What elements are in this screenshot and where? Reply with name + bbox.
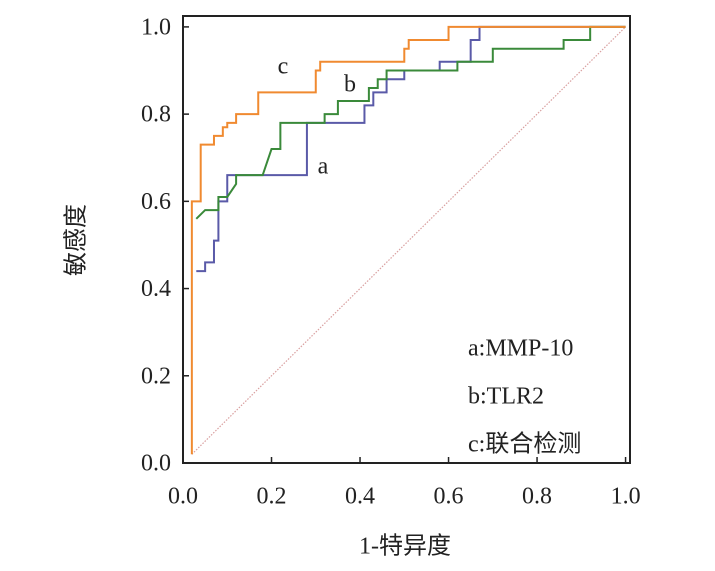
curve-label: c: [278, 54, 289, 80]
x-tick-label: 0.6: [434, 484, 464, 510]
x-tick-label: 0.2: [257, 484, 287, 510]
y-tick-label: 1.0: [141, 14, 171, 40]
x-tick-label: 0.8: [522, 484, 552, 510]
x-tick-label: 0.0: [168, 484, 198, 510]
y-tick-label: 0.4: [141, 276, 171, 302]
y-tick-label: 0.2: [141, 363, 171, 389]
legend-entry: c:联合检测: [468, 431, 581, 458]
plot-frame: [182, 15, 631, 464]
y-tick-label: 0.8: [141, 102, 171, 128]
reference-line: [191, 26, 626, 455]
roc-curve: [196, 25, 626, 273]
y-tick-label: 0.6: [141, 189, 171, 215]
y-tick-label: 0.0: [141, 451, 171, 477]
x-tick-label: 0.4: [345, 484, 375, 510]
x-axis-label: 1-特异度: [359, 533, 451, 560]
curve-label: a: [318, 154, 329, 180]
legend-entry: a:MMP-10: [468, 336, 573, 362]
x-tick-label: 1.0: [611, 484, 641, 510]
roc-curve: [190, 25, 626, 455]
roc-curve: [195, 25, 626, 220]
legend-entry: b:TLR2: [468, 384, 544, 410]
y-axis-label: 敏感度: [63, 204, 90, 276]
curve-label: b: [344, 72, 356, 98]
